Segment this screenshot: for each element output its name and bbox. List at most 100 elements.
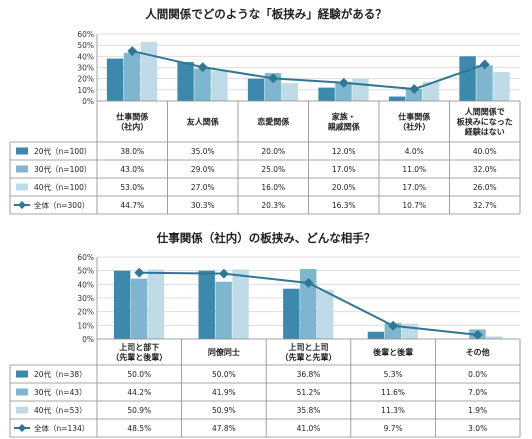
- data-label: 16.0%: [261, 183, 285, 192]
- legend-key: [16, 370, 28, 378]
- data-label: 43.0%: [120, 165, 144, 174]
- legend-label: 40代（n=100）: [34, 182, 91, 192]
- y-tick-label: 50%: [77, 267, 94, 276]
- bar: [130, 278, 148, 339]
- data-label: 3.0%: [468, 424, 487, 433]
- data-label: 40.0%: [473, 147, 497, 156]
- data-label: 20.0%: [261, 147, 285, 156]
- data-label: 53.0%: [120, 183, 144, 192]
- data-label: 41.0%: [297, 424, 321, 433]
- category-label: 親戚関係: [328, 122, 360, 132]
- legend-label: 20代（n=38）: [34, 369, 87, 379]
- category-label: 板挟みになった: [457, 117, 513, 127]
- data-label: 11.6%: [381, 388, 405, 397]
- data-label: 32.0%: [473, 165, 497, 174]
- bar: [140, 41, 158, 101]
- data-label: 50.0%: [127, 370, 151, 379]
- data-label: 44.2%: [127, 388, 151, 397]
- y-tick-label: 10%: [77, 321, 94, 330]
- data-label: 4.0%: [405, 147, 424, 156]
- bar: [283, 288, 300, 339]
- chart-svg: 0% 10% 20% 30% 40% 50% 60% 上司と部下（先輩と後輩） 同僚同士 上司と上…: [9, 253, 521, 438]
- y-tick-label: 0%: [82, 97, 94, 106]
- legend-label: 30代（n=43）: [34, 387, 87, 397]
- category-label: 経験はない: [465, 127, 505, 137]
- bar: [113, 270, 131, 339]
- data-label: 12.0%: [332, 147, 356, 156]
- data-label: 9.7%: [384, 424, 403, 433]
- data-label: 50.0%: [212, 370, 236, 379]
- chart-situations: 人間関係でどのような「板挟み」経験がある？ 0% 10% 20% 30% 40% 50% 6…: [0, 0, 532, 216]
- bar: [232, 269, 249, 339]
- legend-label: 30代（n=100）: [34, 164, 91, 174]
- data-label: 36.8%: [297, 370, 321, 379]
- bar: [106, 58, 124, 101]
- bar: [281, 83, 299, 101]
- y-tick-label: 10%: [77, 86, 94, 95]
- data-label: 20.0%: [332, 183, 356, 192]
- bar: [147, 269, 165, 339]
- legend-label: 全体（n=134）: [34, 423, 89, 433]
- data-label: 35.8%: [297, 406, 321, 415]
- bar: [247, 78, 265, 101]
- legend-key: [16, 183, 28, 191]
- chart-title: 仕事関係（社内）の板挟み、どんな相手？: [156, 231, 376, 245]
- bar: [300, 269, 317, 339]
- bar: [401, 323, 418, 339]
- category-label: 上司と上司: [289, 342, 329, 352]
- chart-title: 人間関係でどのような「板挟み」経験がある？: [145, 7, 387, 21]
- category-label: （社外）: [398, 122, 430, 132]
- category-label: 仕事関係: [397, 112, 430, 122]
- data-label: 20.3%: [261, 201, 285, 210]
- y-tick-label: 40%: [77, 280, 94, 289]
- bar: [211, 70, 228, 101]
- y-tick-label: 60%: [77, 30, 94, 39]
- category-label: その他: [466, 347, 490, 357]
- legend-key: [18, 201, 26, 209]
- category-label: 仕事関係: [115, 112, 148, 122]
- y-tick-label: 0%: [82, 335, 94, 344]
- y-tick-label: 20%: [77, 75, 94, 84]
- legend-label: 20代（n=100）: [34, 146, 91, 156]
- bar: [318, 87, 335, 101]
- data-label: 5.3%: [384, 370, 403, 379]
- data-label: 29.0%: [191, 165, 215, 174]
- data-label: 16.3%: [332, 201, 356, 210]
- data-label: 1.9%: [468, 406, 487, 415]
- legend-key: [16, 165, 28, 173]
- category-label: （先輩と先輩）: [281, 352, 337, 362]
- data-label: 32.7%: [473, 201, 497, 210]
- category-label: 人間関係で: [465, 107, 505, 117]
- data-label: 48.5%: [127, 424, 151, 433]
- bar: [264, 73, 282, 101]
- total-marker: [127, 46, 138, 57]
- data-label: 0.0%: [468, 370, 487, 379]
- category-label: （社内）: [116, 122, 148, 132]
- category-label: 同僚同士: [208, 347, 240, 357]
- category-label: 上司と部下: [119, 342, 159, 352]
- category-label: 友人関係: [186, 117, 219, 127]
- data-label: 11.3%: [381, 406, 405, 415]
- y-tick-label: 50%: [77, 41, 94, 50]
- legend-label: 40代（n=53）: [34, 405, 87, 415]
- bar: [486, 336, 503, 339]
- data-label: 50.9%: [212, 406, 236, 415]
- bar: [388, 96, 406, 101]
- data-label: 51.2%: [297, 388, 321, 397]
- y-tick-label: 60%: [77, 253, 94, 262]
- legend-key: [16, 388, 28, 396]
- bar: [476, 65, 493, 101]
- total-marker: [134, 267, 145, 278]
- bar: [459, 56, 476, 101]
- category-label: 恋愛関係: [257, 117, 289, 127]
- legend-key: [18, 424, 26, 432]
- legend-key: [16, 147, 28, 155]
- bar: [405, 88, 423, 101]
- bar: [335, 82, 352, 101]
- data-label: 35.0%: [191, 147, 215, 156]
- data-label: 11.0%: [402, 165, 426, 174]
- total-marker: [197, 62, 208, 73]
- chart-svg: 0%10%20%30%40%50%60%仕事関係（社内）友人関係 恋愛関係家族・親…: [9, 30, 521, 215]
- total-marker: [218, 268, 229, 279]
- total-line: [132, 50, 486, 91]
